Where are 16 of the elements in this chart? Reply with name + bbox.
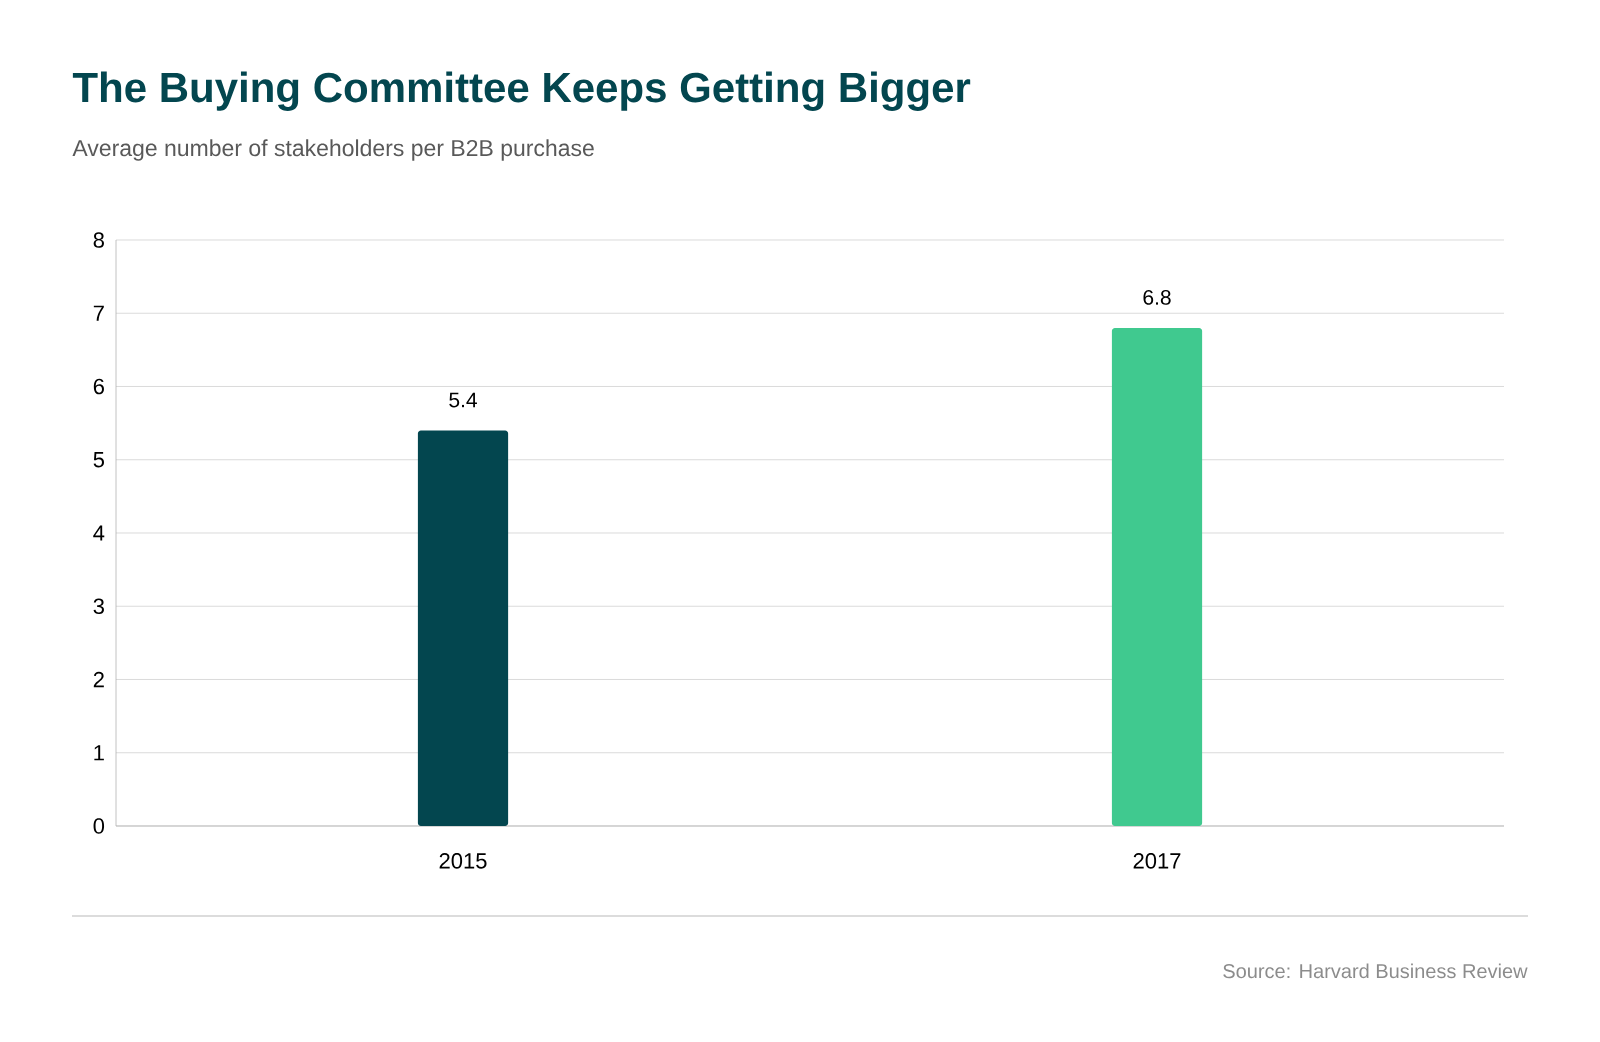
y-tick-label: 1 bbox=[94, 745, 104, 761]
y-tick-label: 7 bbox=[93, 305, 104, 321]
y-tick-label: 2 bbox=[93, 671, 104, 688]
x-tick-label: 2017 bbox=[1133, 853, 1181, 869]
y-tick-label: 3 bbox=[93, 598, 104, 615]
chart-subtitle: Average number of stakeholders per B2B purchase bbox=[72, 139, 594, 161]
chart-title: The Buying Committee Keeps Getting Bigger bbox=[72, 71, 971, 111]
y-tick-label: 8 bbox=[93, 232, 104, 248]
y-tick-label: 5 bbox=[93, 452, 104, 468]
y-tick-label: 0 bbox=[93, 818, 105, 834]
x-tick-label: 2015 bbox=[439, 853, 487, 869]
y-tick-label: 6 bbox=[93, 378, 104, 395]
y-tick-label: 4 bbox=[93, 525, 105, 541]
data-label: 6.8 bbox=[1143, 289, 1171, 305]
source-note: Source: Harvard Business Review bbox=[1223, 963, 1528, 979]
data-label: 5.4 bbox=[449, 392, 477, 408]
